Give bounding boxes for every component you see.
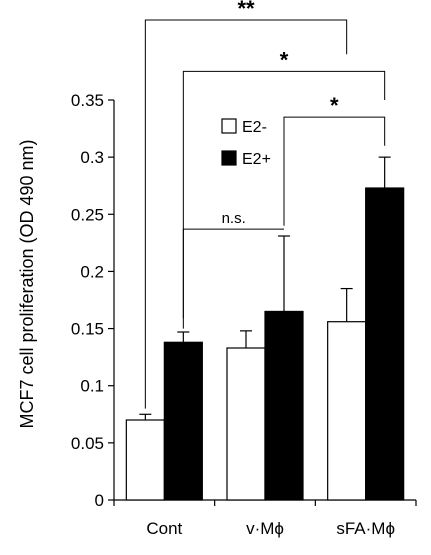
significance-label: **	[237, 0, 255, 21]
y-tick-label: 0.15	[71, 320, 104, 339]
bar-e2-plus	[163, 341, 203, 501]
y-tick-label: 0.25	[71, 205, 104, 224]
significance-label: n.s.	[222, 210, 246, 227]
y-axis-label: MCF7 cell proliferation (OD 490 nm)	[17, 139, 37, 428]
legend-label-e2-plus: E2+	[242, 151, 271, 168]
significance-brackets: ****n.s.	[144, 0, 386, 409]
bar-e2-minus	[125, 419, 165, 501]
x-tick-label: sFA·Mϕ	[336, 519, 395, 538]
significance-bracket	[182, 70, 386, 329]
significance-label: *	[330, 93, 339, 118]
y-tick-label: 0.2	[80, 262, 104, 281]
bar-e2-plus	[264, 310, 304, 501]
error-bars	[139, 156, 391, 420]
significance-bracket	[144, 19, 348, 409]
y-tick-label: 0.35	[71, 91, 104, 110]
bar-e2-minus	[327, 321, 367, 501]
x-tick-label: v·Mϕ	[246, 519, 284, 538]
y-tick-label: 0.1	[80, 377, 104, 396]
x-tick-label: Cont	[146, 519, 182, 538]
legend-label-e2-minus: E2-	[242, 119, 267, 136]
y-tick-label: 0.05	[71, 434, 104, 453]
axes: 0 0.05 0.1 0.15 0.2 0.25 0.3 0.35 Cont v·Mϕ sFA·Mϕ	[71, 91, 417, 538]
bar-e2-plus	[365, 187, 405, 501]
bars	[125, 187, 405, 501]
legend: E2- E2+	[221, 118, 271, 168]
y-tick-label: 0	[95, 491, 104, 510]
significance-bracket	[283, 116, 386, 226]
bar-e2-minus	[226, 347, 266, 501]
significance-bracket	[182, 228, 284, 319]
significance-label: *	[280, 47, 289, 72]
legend-swatch-e2-plus	[221, 150, 237, 166]
y-tick-label: 0.3	[80, 148, 104, 167]
legend-swatch-e2-minus	[221, 118, 237, 134]
